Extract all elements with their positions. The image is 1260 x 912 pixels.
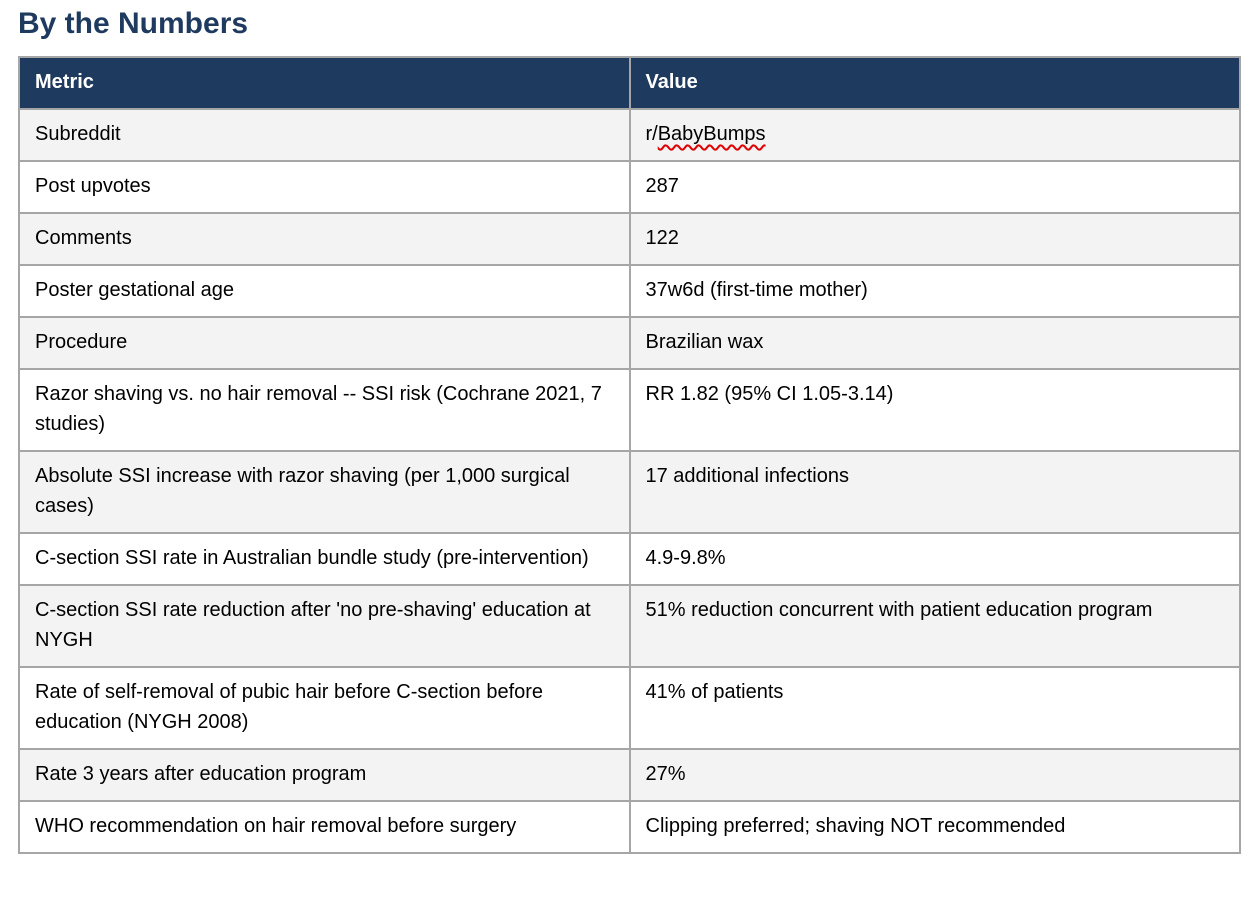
metric-cell: Rate of self-removal of pubic hair befor… bbox=[18, 666, 631, 750]
metric-cell: Rate 3 years after education program bbox=[18, 748, 631, 802]
metric-cell: Subreddit bbox=[18, 108, 631, 162]
metric-cell: Comments bbox=[18, 212, 631, 266]
page-title: By the Numbers bbox=[18, 7, 249, 40]
table-row: Rate of self-removal of pubic hair befor… bbox=[18, 666, 1241, 750]
value-cell: Brazilian wax bbox=[628, 316, 1241, 370]
by-the-numbers-table: Metric Value Subreddit r/BabyBumps Post up… bbox=[18, 56, 1241, 854]
metric-cell: C-section SSI rate in Australian bundle … bbox=[18, 532, 631, 586]
value-cell: Clipping preferred; shaving NOT recommen… bbox=[628, 800, 1241, 854]
value-cell: 122 bbox=[628, 212, 1241, 266]
value-cell: 27% bbox=[628, 748, 1241, 802]
misspelled-word: BabyBumps bbox=[657, 123, 766, 145]
value-cell: 51% reduction concurrent with patient ed… bbox=[628, 584, 1241, 668]
metric-cell: Post upvotes bbox=[18, 160, 631, 214]
table-row: Procedure Brazilian wax bbox=[18, 316, 1241, 370]
value-cell: 17 additional infections bbox=[628, 450, 1241, 534]
table-row: C-section SSI rate reduction after 'no p… bbox=[18, 584, 1241, 668]
metric-cell: Procedure bbox=[18, 316, 631, 370]
value-cell: 287 bbox=[628, 160, 1241, 214]
value-cell: 4.9-9.8% bbox=[628, 532, 1241, 586]
value-cell: 37w6d (first-time mother) bbox=[628, 264, 1241, 318]
table-header: Metric Value bbox=[18, 56, 1241, 110]
table-row: C-section SSI rate in Australian bundle … bbox=[18, 532, 1241, 586]
column-header-value: Value bbox=[628, 56, 1241, 110]
table-row: Post upvotes 287 bbox=[18, 160, 1241, 214]
table-body: Subreddit r/BabyBumps Post upvotes 287 Comme… bbox=[18, 108, 1241, 854]
column-header-metric: Metric bbox=[18, 56, 631, 110]
metric-cell: Razor shaving vs. no hair removal -- SSI… bbox=[18, 368, 631, 452]
table-row: Absolute SSI increase with razor shaving… bbox=[18, 450, 1241, 534]
value-cell: 41% of patients bbox=[628, 666, 1241, 750]
value-cell: r/BabyBumps bbox=[628, 108, 1241, 162]
metric-cell: Absolute SSI increase with razor shaving… bbox=[18, 450, 631, 534]
table-row: Razor shaving vs. no hair removal -- SSI… bbox=[18, 368, 1241, 452]
table-row: Subreddit r/BabyBumps bbox=[18, 108, 1241, 162]
table-row: Rate 3 years after education program 27% bbox=[18, 748, 1241, 802]
metric-cell: C-section SSI rate reduction after 'no p… bbox=[18, 584, 631, 668]
metric-cell: WHO recommendation on hair removal befor… bbox=[18, 800, 631, 854]
table-row: WHO recommendation on hair removal befor… bbox=[18, 800, 1241, 854]
metric-cell: Poster gestational age bbox=[18, 264, 631, 318]
table-row: Comments 122 bbox=[18, 212, 1241, 266]
value-cell: RR 1.82 (95% CI 1.05-3.14) bbox=[628, 368, 1241, 452]
header-row: Metric Value bbox=[18, 56, 1241, 110]
table-row: Poster gestational age 37w6d (first-time … bbox=[18, 264, 1241, 318]
